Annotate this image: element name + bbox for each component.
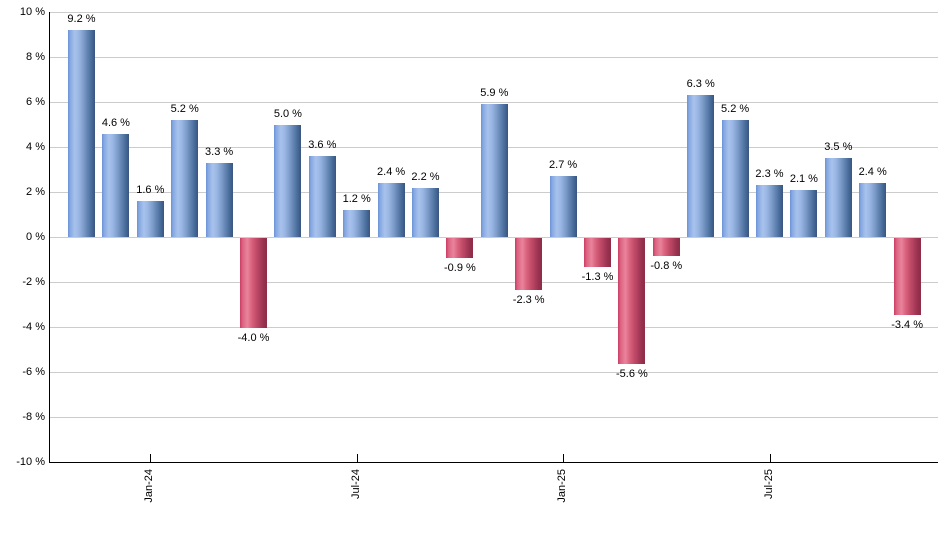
- bar-value-label: 5.0 %: [273, 107, 302, 120]
- bar-negative: [893, 238, 921, 315]
- bar-positive: [102, 133, 130, 237]
- x-axis-tick: [150, 454, 152, 462]
- bar-value-label: -0.8 %: [650, 260, 683, 272]
- bar-negative: [652, 238, 680, 256]
- x-axis-tick-label: Jan-24: [143, 469, 156, 503]
- gridline-8pct: [50, 57, 938, 58]
- bar-value-label: -5.6 %: [615, 368, 648, 380]
- bar-positive: [824, 158, 852, 237]
- x-axis-line: [49, 462, 938, 463]
- bar-positive: [343, 210, 371, 237]
- bar-negative: [446, 238, 474, 259]
- y-axis-tick-label: 8 %: [26, 51, 45, 63]
- bar-positive: [859, 183, 887, 237]
- bar-value-label: 1.2 %: [342, 193, 371, 205]
- bar-positive: [377, 183, 405, 237]
- bar-positive: [205, 162, 233, 237]
- bar-value-label: -2.3 %: [512, 293, 545, 306]
- bar-value-label: 5.9 %: [480, 87, 509, 100]
- bar-value-label: 6.3 %: [686, 78, 715, 91]
- x-axis-tick: [769, 454, 771, 462]
- y-axis-tick-label: -4 %: [22, 321, 45, 333]
- bar-value-label: 3.5 %: [824, 141, 853, 154]
- y-axis-tick-label: -10 %: [16, 456, 45, 468]
- y-axis-tick-label: 10 %: [19, 6, 45, 18]
- x-axis-tick-label: Jul-25: [762, 469, 775, 499]
- gridline--8pct: [50, 417, 938, 418]
- y-axis-tick-label: 4 %: [26, 141, 45, 153]
- bar-positive: [549, 176, 577, 237]
- bar-positive: [136, 201, 164, 237]
- bar-positive: [790, 189, 818, 237]
- y-axis-tick-label: 6 %: [26, 96, 45, 108]
- bar-value-label: -3.4 %: [891, 318, 923, 331]
- y-axis-tick-label: -6 %: [22, 366, 45, 378]
- x-axis-tick-label: Jul-24: [349, 469, 362, 499]
- bar-value-label: 2.1 %: [789, 172, 818, 185]
- bar-value-label: -4.0 %: [237, 332, 270, 344]
- bar-value-label: 3.3 %: [205, 145, 234, 158]
- bar-value-label: 3.6 %: [308, 139, 337, 151]
- bar-negative: [584, 238, 611, 268]
- x-axis-tick: [563, 454, 565, 462]
- y-axis-tick-label: 2 %: [26, 186, 45, 198]
- bar-value-label: 5.2 %: [170, 103, 199, 115]
- y-axis-line: [49, 12, 50, 463]
- gridline--4pct: [50, 327, 938, 328]
- x-axis-tick: [356, 454, 358, 462]
- bar-positive: [412, 187, 439, 237]
- bar-positive: [756, 185, 783, 237]
- bar-value-label: 2.2 %: [411, 170, 440, 183]
- bar-negative: [618, 238, 646, 364]
- gridline-10pct: [50, 12, 938, 13]
- gridline-6pct: [50, 102, 938, 103]
- gridline--6pct: [50, 372, 938, 373]
- x-axis-tick-label: Jan-25: [556, 469, 569, 503]
- bar-value-label: 9.2 %: [67, 13, 96, 25]
- bar-positive: [308, 156, 336, 237]
- bar-value-label: 4.6 %: [101, 116, 130, 129]
- bar-value-label: -0.9 %: [443, 262, 476, 275]
- y-axis-tick-label: -2 %: [22, 276, 45, 288]
- bar-value-label: 2.3 %: [755, 168, 784, 181]
- bar-value-label: 2.7 %: [549, 159, 578, 172]
- bar-value-label: -1.3 %: [581, 271, 614, 284]
- bar-positive: [480, 104, 508, 237]
- bar-value-label: 2.4 %: [377, 166, 406, 178]
- bar-positive: [274, 124, 302, 237]
- bar-positive: [68, 30, 95, 237]
- bar-negative: [515, 238, 543, 290]
- bar-value-label: 5.2 %: [721, 103, 750, 115]
- y-axis-tick-label: -8 %: [22, 411, 45, 423]
- bar-negative: [240, 238, 267, 328]
- bar-positive: [171, 120, 199, 237]
- bar-value-label: 1.6 %: [136, 184, 165, 196]
- gridline-0pct: [50, 237, 938, 238]
- bar-positive: [721, 120, 749, 237]
- gridline--2pct: [50, 282, 938, 283]
- y-axis-tick-label: 0 %: [26, 231, 45, 243]
- bar-value-label: 2.4 %: [858, 166, 887, 178]
- bar-positive: [687, 95, 715, 237]
